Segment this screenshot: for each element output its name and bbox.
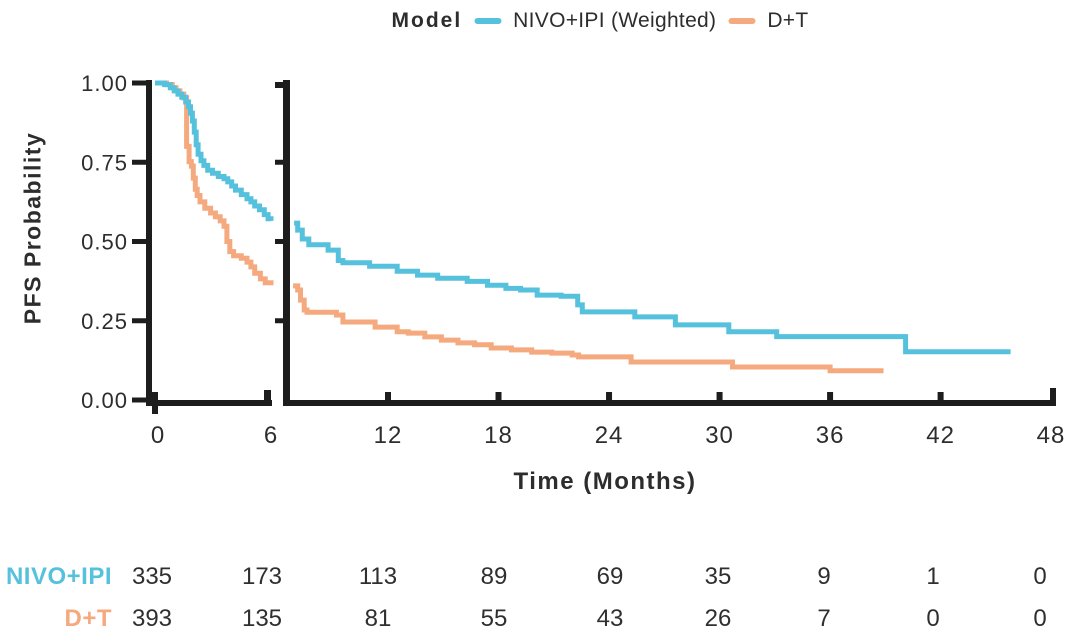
risk-count-nivo-ipi-m24: 69: [596, 563, 624, 590]
km-curve-dt-left: [155, 80, 274, 286]
legend-key-dt-icon: [728, 18, 756, 24]
y-tick-1.00: [132, 80, 147, 86]
x-tick-36: [827, 392, 834, 400]
risk-count-nivo-ipi-m6: 173: [241, 563, 283, 590]
x-axis-right-panel: [283, 400, 1056, 406]
right-spine-tick-0.25: [275, 318, 283, 324]
x-tick-label-48: 48: [1037, 422, 1066, 449]
risk-count-d-t-m18: 55: [480, 605, 508, 632]
x-tick-label-36: 36: [816, 422, 845, 449]
risk-count-nivo-ipi-m36: 9: [817, 563, 831, 590]
risk-count-nivo-ipi-m42: 1: [926, 563, 940, 590]
x-tick-label-0: 0: [151, 422, 165, 449]
x-tick-24: [606, 392, 613, 400]
x-tick-label-6: 6: [264, 422, 278, 449]
y-tick-label-1.00: 1.00: [81, 71, 128, 96]
x-tick-label-12: 12: [374, 422, 403, 449]
risk-count-d-t-m48: 0: [1033, 605, 1047, 632]
risk-count-d-t-m6: 135: [241, 605, 283, 632]
risk-row-label-nivo-ipi: NIVO+IPI: [5, 563, 112, 590]
x-tick-18: [495, 392, 502, 400]
km-curve-dt-right: [293, 283, 884, 374]
y-axis-spine: [146, 80, 152, 406]
km-curve-nivo-ipi-right: [294, 220, 1011, 355]
risk-row-label-dt: D+T: [64, 605, 112, 632]
x-axis-title: Time (Months): [513, 468, 697, 495]
y-axis-spine-right-panel: [283, 80, 290, 406]
risk-count-nivo-ipi-m0: 335: [131, 563, 173, 590]
legend-label-dt: D+T: [767, 9, 809, 32]
risk-count-nivo-ipi-m18: 89: [480, 563, 508, 590]
legend: Model NIVO+IPI (Weighted) D+T: [392, 9, 809, 33]
x-axis-left-panel: [146, 400, 272, 406]
risk-count-d-t-m0: 393: [131, 605, 173, 632]
risk-table-row-nivo-ipi: NIVO+IPI 335 173 113 89 69 35 9 1 0: [0, 562, 1080, 592]
risk-count-nivo-ipi-m48: 0: [1033, 563, 1047, 590]
risk-count-nivo-ipi-m12: 113: [358, 563, 398, 590]
x-tick-label-24: 24: [595, 422, 624, 449]
x-tick-label-18: 18: [484, 422, 513, 449]
y-tick-0.00: [132, 397, 147, 403]
right-spine-tick-0.5: [275, 239, 283, 244]
y-tick-label-0.75: 0.75: [81, 150, 128, 175]
right-spine-tick-0.75: [275, 159, 283, 165]
risk-count-nivo-ipi-m30: 35: [704, 563, 732, 590]
risk-count-d-t-m24: 43: [596, 605, 624, 632]
y-tick-0.50: [132, 239, 147, 244]
y-tick-label-0.25: 0.25: [81, 309, 128, 334]
risk-count-d-t-m12: 81: [364, 605, 392, 632]
x-tick-42: [937, 392, 944, 400]
x-tick-30: [716, 392, 723, 400]
legend-key-nivo-ipi-icon: [474, 18, 502, 24]
risk-count-d-t-m42: 0: [926, 605, 940, 632]
risk-table-row-dt: D+T 393 135 81 55 43 26 7 0 0: [0, 604, 1080, 634]
x-tick-12: [385, 392, 391, 400]
y-tick-0.75: [132, 159, 147, 165]
right-spine-tick-1.00: [275, 82, 283, 88]
risk-count-d-t-m30: 26: [704, 605, 732, 632]
y-tick-label-0.50: 0.50: [81, 230, 128, 255]
x-tick-label-42: 42: [926, 422, 955, 449]
legend-label-nivo-ipi-weighted: NIVO+IPI (Weighted): [513, 9, 717, 32]
x-tick-0: [152, 392, 158, 414]
legend-title: Model: [391, 9, 463, 32]
km-curve-nivo-ipi-left: [155, 80, 274, 222]
x-tick-6: [264, 390, 271, 400]
y-tick-0.25: [132, 318, 147, 324]
y-tick-label-0.00: 0.00: [81, 388, 128, 413]
risk-count-d-t-m36: 7: [817, 605, 831, 632]
x-tick-48: [1050, 388, 1056, 406]
x-tick-label-30: 30: [705, 422, 734, 449]
